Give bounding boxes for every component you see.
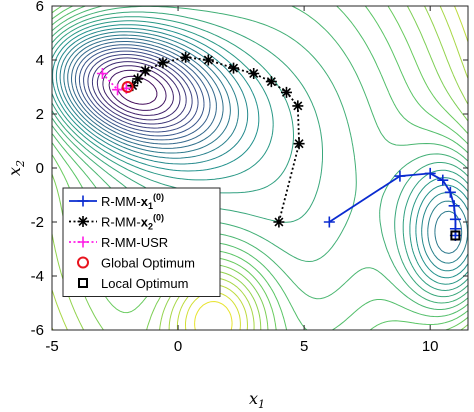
y-tick-label: -6 <box>31 322 44 339</box>
legend: R-MM-x1(0) R-MM-x2(0) R-MM-USR Global Optim… <box>62 187 221 297</box>
contour-line <box>52 6 468 330</box>
y-tick-label: 0 <box>36 160 44 177</box>
x-tick-label: 0 <box>174 338 182 355</box>
data-point <box>437 174 449 186</box>
x-axis-label: x1 <box>249 389 265 411</box>
data-point <box>293 138 305 150</box>
data-point <box>96 68 108 79</box>
contour-line <box>116 75 158 105</box>
data-point <box>450 230 461 241</box>
x-tick-label: 5 <box>300 338 308 355</box>
data-point <box>273 216 285 228</box>
contour-line <box>78 47 205 137</box>
contour-line <box>63 34 463 254</box>
x-tick-label: -5 <box>45 338 58 355</box>
legend-box <box>62 187 221 297</box>
contour-line <box>67 37 224 149</box>
data-point <box>323 216 335 228</box>
data-point <box>112 84 124 96</box>
contour-line <box>96 61 181 121</box>
data-point <box>444 186 456 198</box>
legend-label: Global Optimum <box>101 256 195 271</box>
legend-item: Local Optimum <box>78 276 188 291</box>
contour-line <box>102 65 174 116</box>
legend-label: R-MM-USR <box>101 235 168 250</box>
data-point <box>448 200 460 212</box>
data-point <box>424 167 436 179</box>
y-axis-label: x2 <box>5 160 27 176</box>
legend-item: Global Optimum <box>77 256 195 271</box>
data-point <box>202 54 214 66</box>
contour-line <box>83 50 199 133</box>
data-point <box>248 68 260 79</box>
y-tick-label: 2 <box>36 106 44 123</box>
y-tick-label: 6 <box>36 0 44 15</box>
series-r-mm-x1-0- <box>323 167 461 241</box>
contour-line <box>52 16 468 291</box>
contour-line <box>194 301 233 330</box>
data-point <box>280 86 292 98</box>
y-tick-label: 4 <box>36 52 44 69</box>
data-point <box>157 57 169 69</box>
data-point <box>228 62 240 74</box>
data-point <box>132 73 144 85</box>
contour-line <box>52 24 468 279</box>
y-tick-label: -2 <box>31 214 44 231</box>
series-global-optimum <box>121 81 134 93</box>
series-local-optimum <box>450 230 461 241</box>
data-point <box>121 81 134 93</box>
contour-line <box>71 41 217 145</box>
contour-line <box>91 57 187 125</box>
contour-line <box>55 27 468 272</box>
data-point <box>265 76 277 88</box>
legend-item: R-MM-x1(0) <box>69 192 164 211</box>
data-point <box>180 51 192 63</box>
contour-line <box>74 44 211 141</box>
contour-lines <box>52 6 468 330</box>
data-point <box>139 65 151 77</box>
legend-label: R-MM-x1(0) <box>101 192 164 211</box>
contour-line <box>87 54 193 129</box>
x-tick-label: 10 <box>422 338 439 355</box>
legend-item: R-MM-USR <box>69 235 168 250</box>
axis-ticks: -5 0 5 10 -6 -4 -2 0 2 4 6 <box>31 0 468 355</box>
data-point <box>394 170 406 182</box>
legend-label: R-MM-x2(0) <box>101 213 164 232</box>
legend-item: R-MM-x2(0) <box>69 213 164 232</box>
data-point <box>449 213 461 225</box>
y-tick-label: -4 <box>31 268 44 285</box>
data-series <box>96 51 461 241</box>
data-point <box>292 100 304 112</box>
legend-label: Local Optimum <box>101 276 188 291</box>
